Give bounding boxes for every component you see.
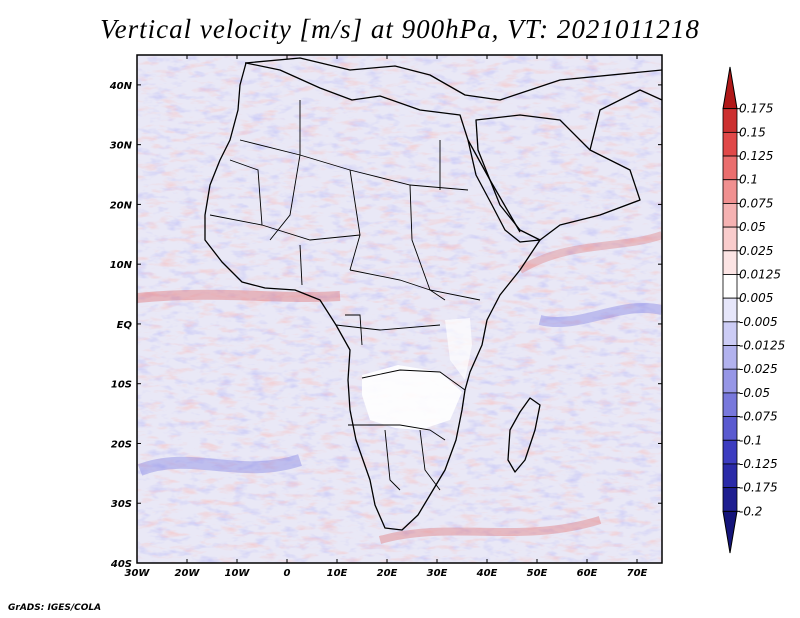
colorbar-box xyxy=(722,345,738,370)
colorbar-label: -0.1 xyxy=(739,433,762,447)
lon-tick-label: 20W xyxy=(175,568,201,579)
plot-frame xyxy=(136,54,663,564)
field-bands xyxy=(137,231,662,544)
colorbar-box xyxy=(722,250,738,275)
europe-coastline xyxy=(244,57,662,101)
plot-area xyxy=(137,55,662,563)
lat-tick-label: 10N xyxy=(110,260,133,271)
colorbar-label: 0.1 xyxy=(739,173,758,187)
grads-credit: GrADS: IGES/COLA xyxy=(8,603,102,613)
lat-tick-label: 20S xyxy=(111,439,132,450)
lon-tick-label: 60E xyxy=(577,568,598,579)
lat-tick-label: 40N xyxy=(109,81,133,92)
colorbar-label: 0.025 xyxy=(739,244,773,258)
colorbar-label: 0.15 xyxy=(739,125,766,139)
colorbar-label: 0.075 xyxy=(739,196,773,210)
colorbar-top-triangle xyxy=(722,66,738,110)
colorbar-bottom-triangle xyxy=(722,510,738,554)
colorbar-box xyxy=(722,368,738,394)
lat-tick-label: 20N xyxy=(110,200,133,211)
colorbar-box xyxy=(722,487,738,512)
colorbar-box xyxy=(722,155,738,181)
lat-tick-label: 40S xyxy=(110,559,132,570)
lon-tick-label: 0 xyxy=(284,568,291,579)
colorbar-box xyxy=(722,179,738,204)
lon-tick-label: 70E xyxy=(627,568,648,579)
colorbar: 0.175 0.15 0.125 0.1 0.075 0.05 0.025 0.0125 0.0… xyxy=(722,66,785,554)
colorbar-box xyxy=(722,108,738,133)
coastlines xyxy=(204,57,662,531)
colorbar-label: -0.075 xyxy=(739,410,778,424)
madagascar-coastline xyxy=(507,397,541,473)
colorbar-label: -0.2 xyxy=(739,504,762,518)
lon-tick-label: 30W xyxy=(125,568,151,579)
lat-tick-label: EQ xyxy=(117,320,133,331)
longitude-axis: 30W 20W 10W 0 10E 20E 30E 40E 50E 60E 70E xyxy=(125,55,648,579)
colorbar-box xyxy=(722,131,738,157)
colorbar-label: -0.125 xyxy=(739,457,778,471)
africa-coastline xyxy=(204,62,541,531)
map-title: Vertical velocity [m/s] at 900hPa, VT: 2… xyxy=(100,14,700,44)
colorbar-box xyxy=(722,321,738,346)
lon-tick-label: 20E xyxy=(377,568,398,579)
colorbar-box xyxy=(722,463,738,489)
velocity-field xyxy=(137,55,662,563)
latitude-axis: 40S 30S 20S 10S EQ 10N 20N 30N 40N xyxy=(109,81,662,570)
colorbar-label: 0.05 xyxy=(739,220,766,234)
lat-tick-label: 10S xyxy=(111,380,132,391)
colorbar-label: -0.175 xyxy=(739,481,778,495)
lon-tick-label: 10E xyxy=(327,568,348,579)
colorbar-box xyxy=(722,203,738,228)
lat-tick-label: 30N xyxy=(110,141,133,152)
colorbar-label: -0.0125 xyxy=(739,339,785,353)
lon-tick-label: 50E xyxy=(527,568,548,579)
colorbar-box xyxy=(722,392,738,417)
southern-africa-white-region xyxy=(362,365,462,430)
colorbar-box xyxy=(722,416,738,441)
colorbar-label: 0.0125 xyxy=(739,267,781,281)
colorbar-label: 0.125 xyxy=(739,149,773,163)
iran-coast xyxy=(589,89,662,151)
colorbar-box xyxy=(722,439,738,465)
lon-tick-label: 30E xyxy=(427,568,448,579)
lake-region-white xyxy=(445,318,472,380)
colorbar-label: 0.005 xyxy=(739,291,773,305)
colorbar-label: -0.005 xyxy=(739,315,778,329)
lat-tick-label: 30S xyxy=(111,499,132,510)
colorbar-box xyxy=(722,226,738,252)
colorbar-label: -0.025 xyxy=(739,362,778,376)
red-sea-coast xyxy=(467,139,521,233)
colorbar-box xyxy=(722,274,738,299)
colorbar-label: -0.05 xyxy=(739,386,770,400)
country-borders xyxy=(209,100,481,491)
lon-tick-label: 40E xyxy=(476,568,498,579)
colorbar-label: 0.175 xyxy=(739,102,773,116)
lon-tick-label: 10W xyxy=(225,568,251,579)
colorbar-box xyxy=(722,297,738,323)
